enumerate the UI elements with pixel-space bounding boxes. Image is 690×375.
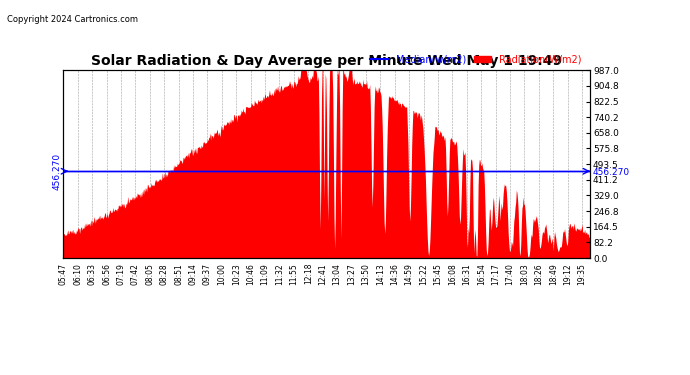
Title: Solar Radiation & Day Average per Minute Wed May 1 19:49: Solar Radiation & Day Average per Minute… bbox=[91, 54, 562, 68]
Text: Copyright 2024 Cartronics.com: Copyright 2024 Cartronics.com bbox=[7, 15, 138, 24]
Legend: Median(w/m2), Radiation(W/m2): Median(w/m2), Radiation(W/m2) bbox=[366, 51, 585, 68]
